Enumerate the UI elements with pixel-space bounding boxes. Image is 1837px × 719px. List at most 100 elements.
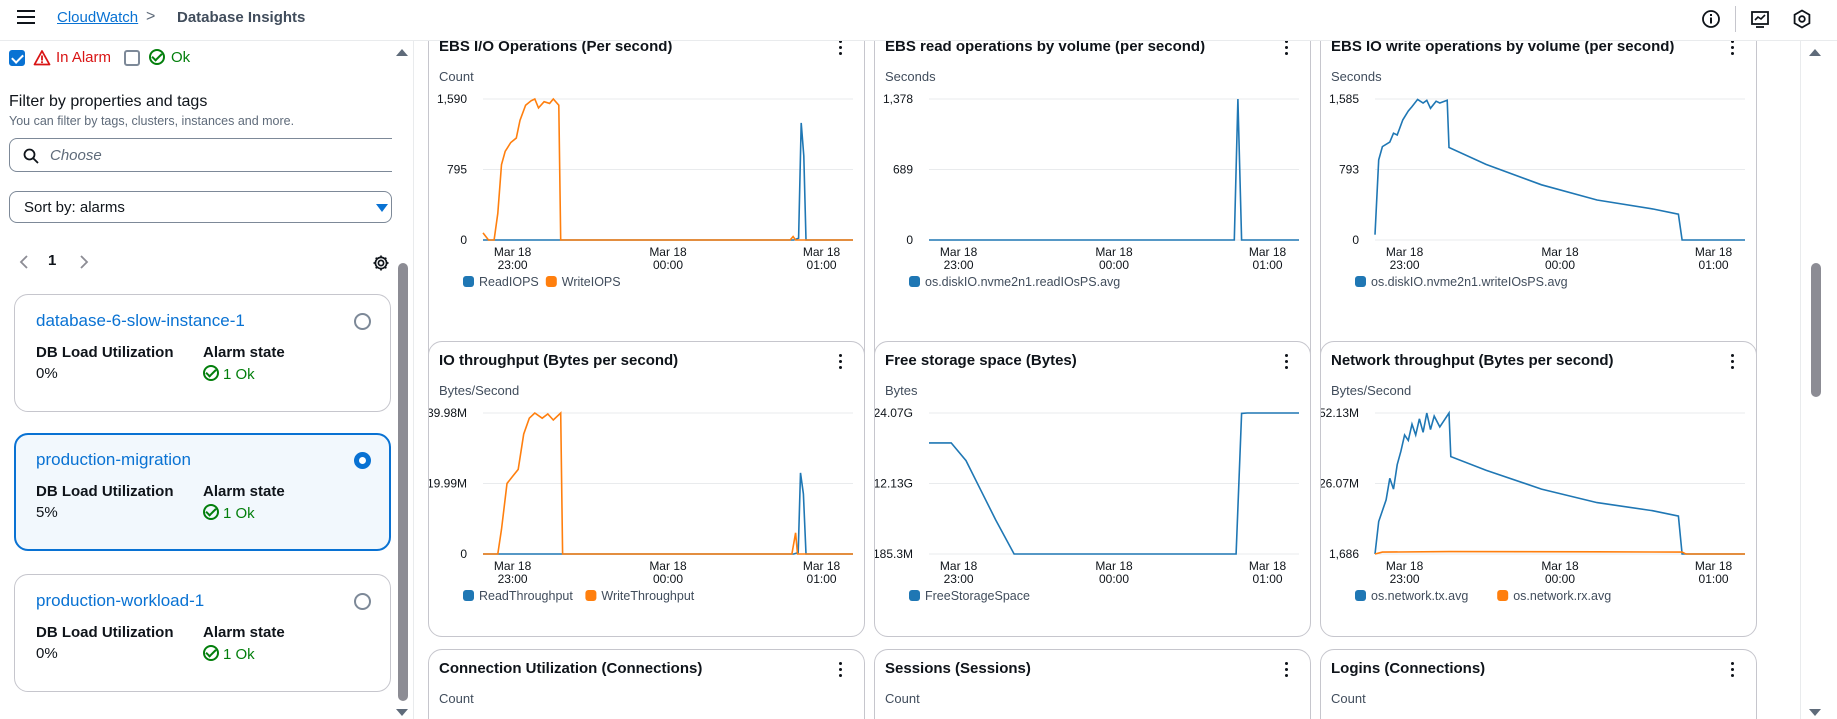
legend-swatch[interactable]: [1497, 590, 1509, 601]
widget-menu-icon[interactable]: [839, 354, 843, 370]
widget-unit-label: Seconds: [885, 69, 936, 84]
left-scroll-thumb[interactable]: [398, 263, 408, 701]
legend-label[interactable]: ReadIOPS: [479, 275, 539, 289]
series-line-os-network-tx-avg[interactable]: [1374, 410, 1745, 555]
widget-title: Connection Utilization (Connections): [439, 660, 703, 677]
x-tick-label: Mar 18: [1249, 559, 1287, 573]
y-tick-label: 19.99M: [429, 477, 467, 491]
series-line-os-diskio-nvme2n1-readiosps-avg[interactable]: [929, 98, 1299, 241]
alarm-state-value: 1 Ok: [203, 645, 255, 663]
legend-swatch[interactable]: [463, 276, 474, 287]
top-navigation-bar: CloudWatch > Database Insights: [0, 0, 1837, 41]
current-page-number[interactable]: 1: [48, 252, 57, 269]
legend-label[interactable]: os.network.rx.avg: [1513, 589, 1611, 603]
widget-menu-icon[interactable]: [1285, 41, 1289, 56]
legend-label[interactable]: os.network.tx.avg: [1371, 589, 1468, 603]
legend-label[interactable]: ReadThroughput: [479, 589, 573, 603]
widget-menu-icon[interactable]: [1285, 662, 1289, 678]
ok-check-icon: [149, 49, 165, 65]
series-line-writeiops[interactable]: [482, 97, 853, 241]
breadcrumb-separator: >: [146, 8, 156, 25]
x-tick-label: 23:00: [944, 258, 974, 272]
dashboard-scroll-thumb[interactable]: [1811, 263, 1821, 397]
ok-checkbox[interactable]: [124, 50, 140, 66]
instance-radio[interactable]: [354, 313, 371, 330]
y-tick-label: 795: [447, 163, 467, 177]
legend-label[interactable]: WriteThroughput: [601, 589, 694, 603]
widget-menu-icon[interactable]: [839, 662, 843, 678]
legend-swatch[interactable]: [909, 276, 920, 287]
legend-label[interactable]: os.diskIO.nvme2n1.writeIOsPS.avg: [1371, 275, 1568, 289]
x-tick-label: 01:00: [807, 572, 837, 586]
widget-menu-icon[interactable]: [1285, 354, 1289, 370]
breadcrumb-cloudwatch[interactable]: CloudWatch: [57, 9, 139, 26]
alarm-state-text: 1 Ok: [223, 505, 255, 522]
instance-radio[interactable]: [354, 593, 371, 610]
gear-icon[interactable]: [372, 254, 390, 272]
instance-card-database-6-slow-instance-1[interactable]: database-6-slow-instance-1 DB Load Utili…: [14, 294, 391, 412]
series-line-writethroughput[interactable]: [483, 411, 853, 555]
widget-menu-icon[interactable]: [1731, 662, 1735, 678]
series-line-os-diskio-nvme2n1-writeiosps-avg[interactable]: [1374, 98, 1745, 241]
scroll-up-arrow-icon[interactable]: [396, 49, 408, 56]
instance-card-production-workload-1[interactable]: production-workload-1 DB Load Utilizatio…: [14, 574, 391, 692]
x-tick-label: 00:00: [653, 258, 683, 272]
y-tick-label: 24.07G: [875, 406, 913, 420]
widget-menu-icon[interactable]: [1731, 354, 1735, 370]
panel-divider: [413, 41, 414, 719]
legend-swatch[interactable]: [1355, 276, 1366, 287]
legend-swatch[interactable]: [909, 590, 920, 601]
legend-label[interactable]: FreeStorageSpace: [925, 589, 1030, 603]
widget-ebs-read-operations-by-volume-per-second: EBS read operations by volume (per secon…: [874, 41, 1311, 366]
series-line-os-network-rx-avg[interactable]: [1374, 550, 1745, 555]
widget-menu-icon[interactable]: [1731, 41, 1735, 56]
series-line-freestoragespace[interactable]: [929, 412, 1299, 555]
y-tick-label: 185.3M: [875, 547, 913, 561]
instance-card-production-migration[interactable]: production-migration DB Load Utilization…: [14, 433, 391, 551]
ok-check-icon: [203, 365, 219, 381]
scroll-up-arrow-icon[interactable]: [1809, 49, 1821, 56]
x-tick-label: Mar 18: [1695, 559, 1733, 573]
widget-unit-label: Count: [439, 69, 474, 84]
legend-swatch[interactable]: [463, 590, 474, 601]
y-tick-label: 1,585: [1329, 92, 1359, 106]
toolbar-divider: [1735, 6, 1736, 32]
x-tick-label: 23:00: [1390, 258, 1420, 272]
sort-dropdown[interactable]: Sort by: alarms: [9, 191, 392, 223]
settings-hex-icon[interactable]: [1791, 8, 1813, 30]
widget-menu-icon[interactable]: [839, 41, 843, 56]
instance-name[interactable]: production-workload-1: [36, 591, 205, 610]
series-line-readiops[interactable]: [483, 122, 853, 241]
hamburger-menu-icon[interactable]: [17, 10, 35, 24]
x-tick-label: Mar 18: [1541, 559, 1579, 573]
in-alarm-checkbox[interactable]: [9, 50, 25, 66]
prev-page-icon[interactable]: [18, 254, 30, 270]
legend-swatch[interactable]: [545, 276, 557, 287]
filter-search-input[interactable]: Choose: [9, 138, 392, 172]
scroll-down-arrow-icon[interactable]: [1809, 709, 1821, 716]
series-line-readthroughput[interactable]: [483, 472, 853, 555]
y-tick-label: 26.07M: [1321, 477, 1359, 491]
scroll-down-arrow-icon[interactable]: [396, 709, 408, 716]
instance-name[interactable]: database-6-slow-instance-1: [36, 311, 245, 330]
instance-name[interactable]: production-migration: [36, 450, 191, 469]
left-panel-scrollbar[interactable]: [395, 41, 409, 719]
screen-insight-icon[interactable]: [1749, 8, 1771, 30]
x-tick-label: Mar 18: [1541, 245, 1579, 259]
legend-label[interactable]: WriteIOPS: [562, 275, 621, 289]
y-tick-label: 1,590: [437, 92, 467, 106]
x-tick-label: Mar 18: [649, 245, 687, 259]
next-page-icon[interactable]: [78, 254, 90, 270]
x-tick-label: 01:00: [1253, 572, 1283, 586]
x-tick-label: Mar 18: [649, 559, 687, 573]
legend-label[interactable]: os.diskIO.nvme2n1.readIOsPS.avg: [925, 275, 1120, 289]
dashboard-scrollbar[interactable]: [1808, 41, 1822, 719]
info-icon[interactable]: [1700, 8, 1722, 30]
instance-radio-selected[interactable]: [354, 452, 371, 469]
legend-swatch[interactable]: [585, 590, 597, 601]
y-tick-label: 0: [460, 233, 467, 247]
y-tick-label: 1,686: [1329, 547, 1359, 561]
legend-swatch[interactable]: [1355, 590, 1366, 601]
widget-unit-label: Count: [439, 691, 474, 706]
